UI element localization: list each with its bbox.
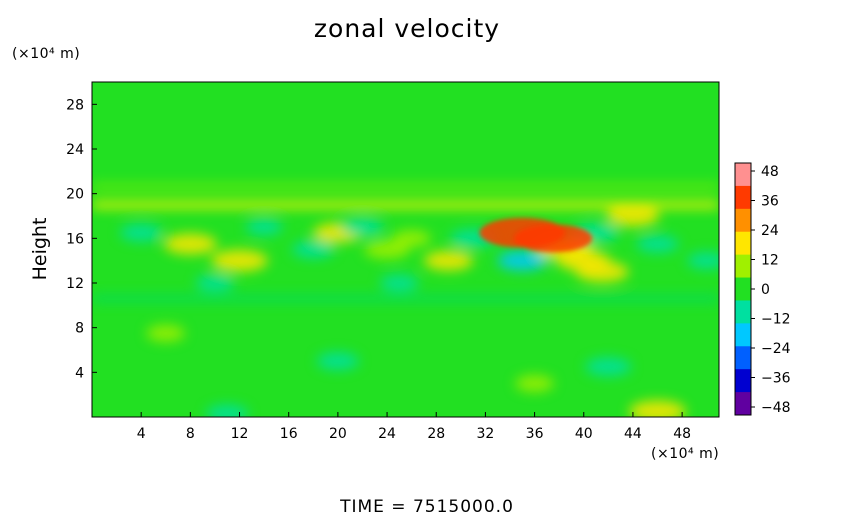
colorbar-tick-label: −12: [761, 312, 791, 328]
x-tick-label: 4: [137, 426, 146, 442]
plot-frame: [91, 81, 720, 418]
colorbar: 48 36 24 12 0 −12 −24 −36 −48: [734, 162, 791, 416]
colorbar-tick-label: 12: [761, 253, 779, 269]
colorbar-swatch: [735, 231, 751, 256]
colorbar-swatch: [735, 277, 751, 301]
velocity-feature-10: [364, 240, 411, 259]
chart-title: zonal velocity: [313, 14, 501, 43]
time-label: TIME = 7515000.0: [340, 497, 514, 517]
colorbar-tick-label: −36: [761, 371, 791, 387]
colorbar-tick-label: 0: [761, 282, 770, 298]
velocity-feature-13: [119, 223, 163, 242]
velocity-feature-29: [629, 400, 686, 417]
colorbar-swatch: [735, 163, 751, 187]
x-tick-label: 20: [329, 426, 347, 442]
x-tick-label: 8: [186, 426, 195, 442]
y-axis: 4 8 12 16 20 24 28: [66, 97, 97, 381]
velocity-feature-22: [687, 252, 719, 270]
velocity-feature-12: [392, 229, 432, 247]
colorbar-swatch: [735, 346, 751, 370]
velocity-feature-2: [513, 224, 593, 253]
y-tick-label: 16: [66, 231, 84, 247]
colorbar-swatch: [735, 323, 751, 347]
velocity-feature-15: [245, 218, 283, 236]
colorbar-swatch: [735, 208, 751, 233]
y-tick-label: 12: [66, 276, 84, 292]
y-tick-label: 24: [66, 142, 84, 158]
colorbar-tick-label: −48: [761, 400, 791, 416]
plot-area: [92, 82, 719, 417]
velocity-feature-6: [606, 205, 660, 227]
x-tick-label: 40: [575, 426, 593, 442]
colorbar-tick-label: 24: [761, 223, 779, 239]
velocity-feature-25: [585, 357, 632, 377]
x-tick-label: 12: [231, 426, 249, 442]
x-tick-label: 48: [673, 426, 691, 442]
x-axis-unit: (×10⁴ m): [651, 446, 720, 462]
colorbar-tick-label: 36: [761, 194, 779, 210]
x-tick-label: 24: [378, 426, 396, 442]
colorbar-tick-label: −24: [761, 341, 791, 357]
colorbar-swatch: [735, 254, 751, 279]
velocity-feature-21: [636, 234, 679, 253]
x-axis: 4 8 12 16 20 24 28 32 36 40 44 48: [137, 412, 691, 442]
velocity-feature-27: [146, 324, 186, 342]
colorbar-tick-label: 48: [761, 164, 779, 180]
y-tick-label: 8: [75, 321, 84, 337]
velocity-feature-26: [206, 404, 249, 417]
band-3: [92, 295, 719, 302]
band-2: [92, 201, 719, 209]
velocity-cores: [479, 217, 593, 253]
x-tick-label: 44: [624, 426, 642, 442]
velocity-feature-19: [497, 250, 548, 271]
velocity-feature-24: [316, 352, 360, 371]
velocity-feature-7: [211, 249, 268, 272]
velocity-feature-11: [423, 250, 474, 271]
x-tick-label: 16: [280, 426, 298, 442]
velocity-feature-28: [515, 375, 554, 392]
colorbar-swatch: [735, 392, 751, 416]
velocity-feature-14: [195, 274, 235, 292]
velocity-feature-16: [292, 240, 335, 259]
band-1: [92, 184, 719, 190]
x-tick-label: 36: [526, 426, 544, 442]
colorbar-swatch: [735, 185, 751, 210]
y-tick-label: 28: [66, 97, 84, 113]
colorbar-swatch: [735, 369, 751, 393]
velocity-feature-23: [379, 274, 419, 292]
x-tick-label: 28: [427, 426, 445, 442]
velocity-feature-8: [163, 233, 217, 255]
y-axis-unit: (×10⁴ m): [12, 46, 81, 62]
velocity-feature-17: [341, 218, 384, 237]
colorbar-swatch: [735, 300, 751, 324]
velocity-feature-5: [575, 261, 629, 283]
x-tick-label: 32: [476, 426, 494, 442]
y-tick-label: 4: [75, 365, 84, 381]
y-tick-label: 20: [66, 187, 84, 203]
